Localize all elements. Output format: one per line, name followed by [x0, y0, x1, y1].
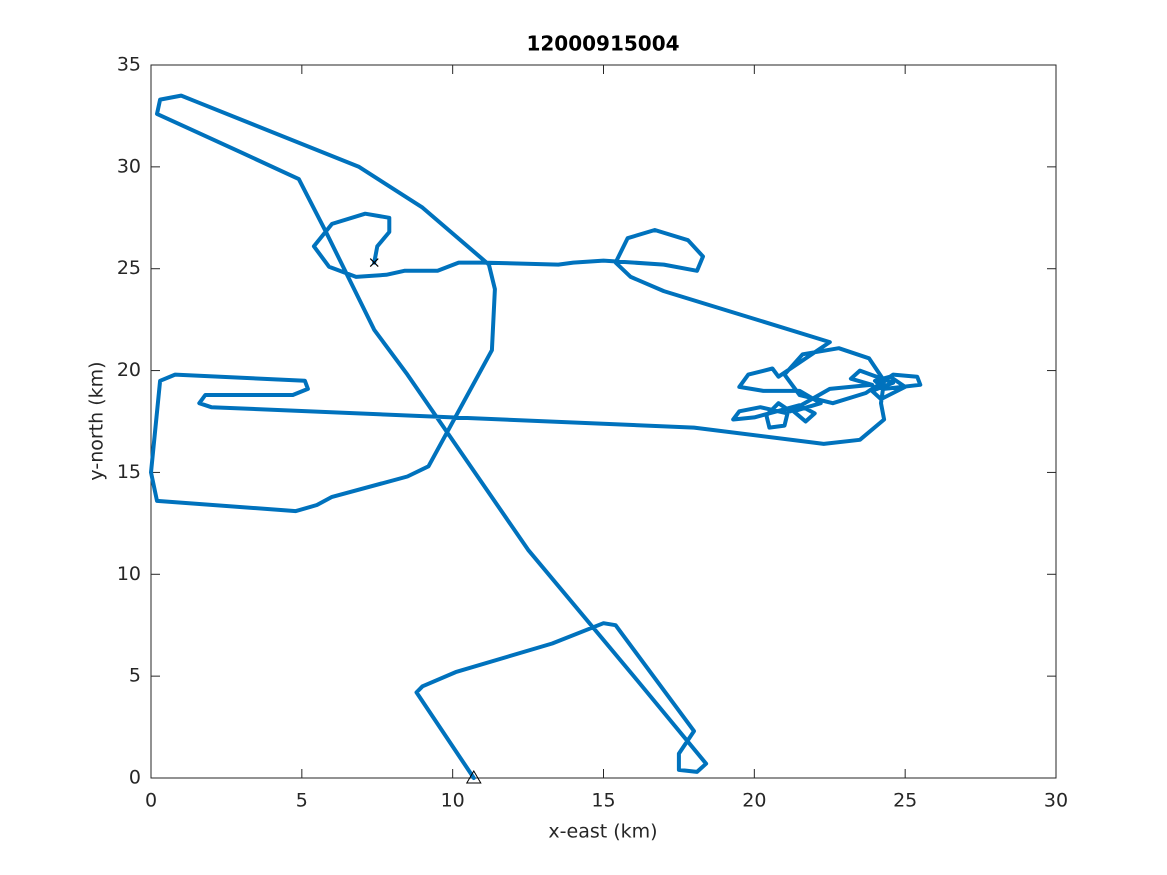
x-tick-label: 30 [1044, 790, 1068, 812]
x-tick-label: 5 [296, 790, 308, 812]
track-line [149, 93, 923, 780]
y-tick-label: 0 [129, 767, 141, 789]
x-tick-label: 10 [441, 790, 465, 812]
x-tick-label: 20 [742, 790, 766, 812]
start-marker [465, 770, 482, 784]
x-tick-label: 15 [591, 790, 615, 812]
y-tick-label: 10 [117, 563, 141, 585]
y-tick-label: 20 [117, 359, 141, 381]
x-axis-label: x-east (km) [548, 821, 657, 843]
y-tick-label: 30 [117, 155, 141, 177]
x-tick-label: 25 [893, 790, 917, 812]
y-axis-label: y-north (km) [86, 361, 108, 480]
chart-title: 12000915004 [526, 32, 679, 56]
y-tick-label: 15 [117, 461, 141, 483]
x-tick-label: 0 [145, 790, 157, 812]
end-marker [369, 258, 379, 268]
y-tick-label: 35 [117, 54, 141, 76]
y-tick-label: 5 [129, 665, 141, 687]
y-tick-label: 25 [117, 257, 141, 279]
